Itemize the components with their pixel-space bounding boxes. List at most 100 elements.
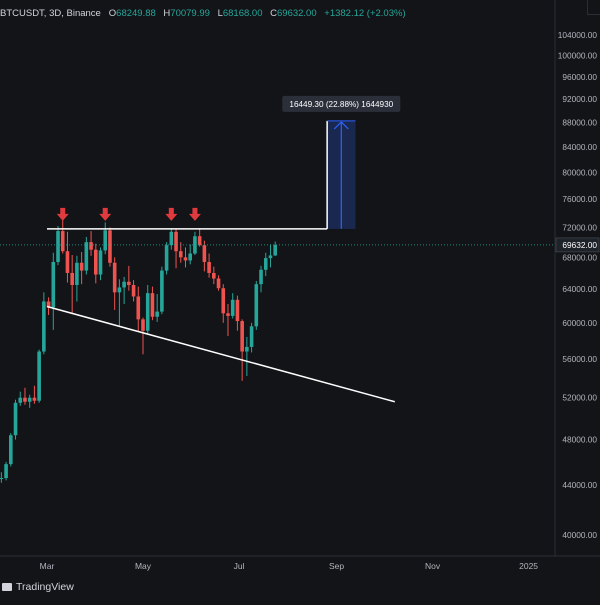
- candle-61: [273, 241, 277, 257]
- candle-body: [70, 272, 74, 285]
- current-price-label: 69632.00: [562, 240, 597, 250]
- candle-body: [98, 250, 103, 275]
- candle-54: [240, 319, 244, 381]
- candle-26: [108, 227, 112, 267]
- candle-body: [65, 251, 70, 273]
- candle-body: [160, 270, 164, 312]
- candle-56: [249, 322, 254, 353]
- candle-body: [207, 261, 211, 273]
- candle-body: [9, 435, 13, 465]
- time-tick-label: 2025: [519, 561, 538, 571]
- candle-body: [212, 272, 216, 279]
- candle-51: [226, 303, 230, 337]
- candle-body: [4, 464, 8, 479]
- high-label: H: [163, 8, 171, 19]
- candle-43: [188, 244, 193, 265]
- candle-body: [27, 397, 32, 402]
- candle-body: [221, 288, 226, 314]
- candle-body: [46, 301, 51, 308]
- price-tick-label: 76000.00: [562, 194, 597, 204]
- resistance-touch-arrow-0: [56, 207, 69, 221]
- candle-body: [127, 281, 131, 285]
- time-axis[interactable]: Mar May Jul Sep Nov 2025: [40, 561, 539, 571]
- candle-48: [212, 266, 216, 285]
- candle-body: [93, 249, 98, 275]
- candle-body: [117, 287, 122, 293]
- candle-14: [51, 252, 56, 330]
- candle-body: [226, 313, 230, 316]
- candle-49: [216, 275, 221, 291]
- candle-55: [245, 336, 249, 377]
- candle-40: [174, 228, 178, 269]
- price-tick-label: 96000.00: [562, 72, 597, 82]
- price-axis[interactable]: 40000.00 44000.00 48000.00 52000.00 56000.00…: [555, 30, 600, 540]
- candle-60: [268, 244, 273, 268]
- candle-body: [155, 311, 159, 317]
- candle-16: [60, 215, 65, 254]
- change-value: +1382.12 (+2.03%): [324, 8, 406, 19]
- candle-25: [103, 222, 108, 255]
- candle-body: [230, 299, 235, 316]
- candle-33: [141, 317, 145, 355]
- time-tick-label: Nov: [425, 561, 441, 571]
- price-range-label: 16449.30 (22.88%) 1644930: [289, 100, 393, 109]
- candle-11: [37, 349, 41, 403]
- candle-body: [75, 262, 79, 285]
- candle-45: [197, 228, 202, 247]
- candle-body: [273, 244, 277, 256]
- price-tick-label: 64000.00: [562, 284, 597, 294]
- candle-9: [27, 394, 32, 408]
- candle-29: [122, 276, 126, 304]
- price-tick-label: 52000.00: [562, 393, 597, 403]
- resistance-touch-arrow-2: [165, 207, 178, 221]
- symbol-title[interactable]: BTCUSDT, 3D, Binance: [0, 8, 101, 19]
- candle-36: [155, 293, 159, 322]
- candle-38: [164, 242, 169, 275]
- candle-body: [197, 236, 202, 246]
- price-tick-label: 80000.00: [562, 167, 597, 177]
- time-tick-label: Sep: [329, 561, 344, 571]
- candle-body: [60, 231, 65, 252]
- candle-31: [131, 280, 136, 302]
- resistance-touch-arrow-1: [99, 207, 112, 221]
- price-range-arrow-head: [333, 121, 349, 130]
- current-price-tag: [555, 237, 600, 253]
- candle-body: [89, 242, 93, 250]
- candle-body: [23, 397, 27, 402]
- candles-layer: [0, 215, 277, 483]
- tradingview-logo-text: TradingView: [16, 581, 74, 593]
- candle-24: [98, 247, 103, 281]
- candle-body: [122, 281, 126, 288]
- candle-42: [183, 247, 188, 268]
- candle-34: [145, 284, 150, 334]
- support-trendline: [46, 305, 396, 403]
- price-tick-label: 92000.00: [562, 94, 597, 104]
- candle-body: [240, 321, 244, 352]
- tradingview-logo[interactable]: TradingView: [0, 581, 74, 593]
- price-tick-label: 56000.00: [562, 354, 597, 364]
- candle-17: [65, 231, 70, 283]
- candle-44: [193, 231, 197, 256]
- time-tick-label: May: [135, 561, 152, 571]
- price-tick-label: 48000.00: [562, 435, 597, 445]
- candle-47: [207, 253, 211, 278]
- candle-37: [160, 266, 164, 315]
- candle-6: [13, 399, 18, 440]
- candle-body: [178, 251, 183, 258]
- candle-body: [145, 293, 150, 331]
- candle-body: [103, 230, 108, 251]
- candle-8: [23, 387, 27, 405]
- candle-body: [56, 231, 60, 262]
- candle-7: [18, 391, 23, 406]
- price-tick-label: 84000.00: [562, 142, 597, 152]
- price-tick-label: 88000.00: [562, 117, 597, 127]
- scale-corner-button[interactable]: [587, 0, 600, 15]
- candle-23: [93, 243, 98, 284]
- candle-41: [178, 242, 183, 263]
- candle-12: [42, 292, 46, 355]
- low-value: 68168.00: [222, 8, 263, 19]
- candle-body: [51, 261, 56, 308]
